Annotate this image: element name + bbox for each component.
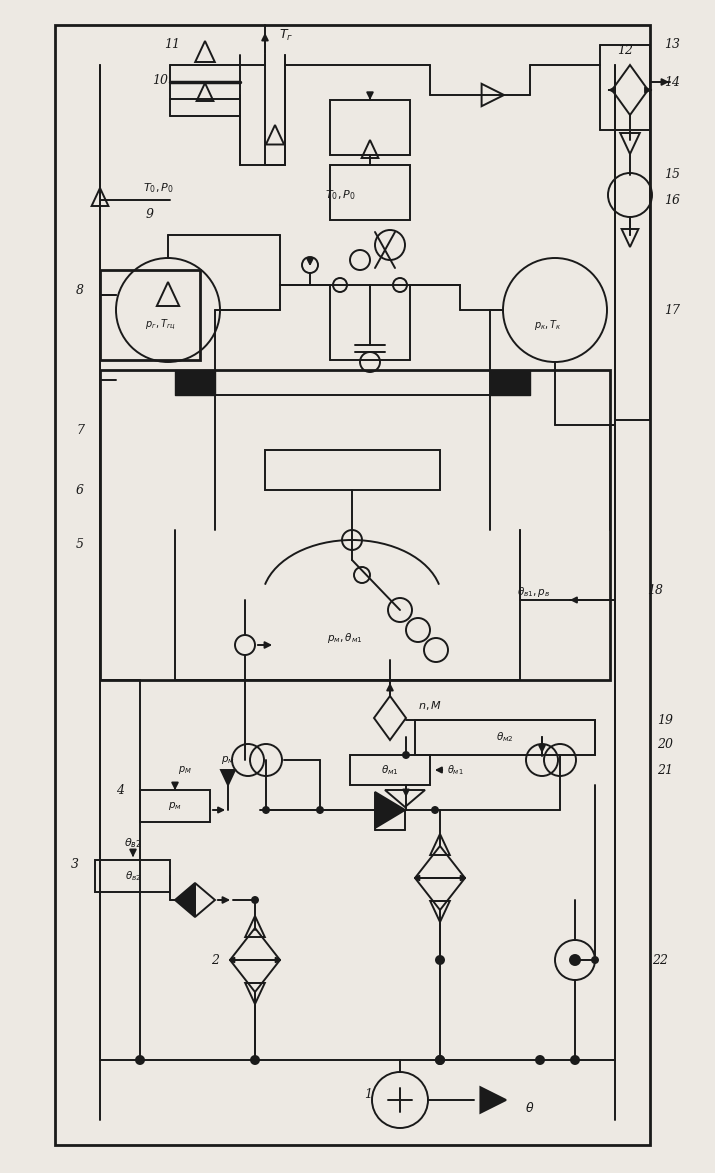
Text: 20: 20: [657, 739, 673, 752]
Circle shape: [436, 956, 444, 964]
Circle shape: [251, 1056, 259, 1064]
Circle shape: [570, 955, 580, 965]
Polygon shape: [175, 883, 195, 917]
Text: $p_к, T_к$: $p_к, T_к$: [534, 318, 562, 332]
Text: 7: 7: [76, 423, 84, 436]
Polygon shape: [480, 1087, 506, 1113]
Text: $p_г, T_{гц}$: $p_г, T_{гц}$: [144, 318, 175, 332]
Text: $p_м$: $p_м$: [221, 754, 235, 766]
Text: 21: 21: [657, 764, 673, 777]
Text: 12: 12: [617, 43, 633, 56]
Text: $T_г$: $T_г$: [279, 27, 293, 42]
Bar: [415, 720, 595, 755]
Text: 10: 10: [152, 74, 168, 87]
Text: $\theta$: $\theta$: [526, 1101, 535, 1116]
Text: $p_М$: $p_М$: [178, 764, 192, 777]
Text: 3: 3: [71, 859, 79, 872]
Text: 16: 16: [664, 194, 680, 206]
Text: $p_м, \theta_{м1}$: $p_м, \theta_{м1}$: [327, 631, 363, 645]
Circle shape: [252, 897, 258, 903]
Text: $T_0, P_0$: $T_0, P_0$: [142, 181, 174, 195]
Circle shape: [317, 807, 323, 813]
Text: 22: 22: [652, 954, 668, 967]
Polygon shape: [221, 769, 235, 785]
Bar: [330, 100, 410, 155]
Text: 19: 19: [657, 713, 673, 726]
Bar: [100, 270, 200, 360]
Circle shape: [263, 807, 269, 813]
Text: 6: 6: [76, 483, 84, 496]
Bar: [55, 25, 650, 1145]
Text: $\theta_{м1}$: $\theta_{м1}$: [447, 764, 463, 777]
Text: 14: 14: [664, 75, 680, 88]
Text: 8: 8: [76, 284, 84, 297]
Circle shape: [432, 807, 438, 813]
Text: $\theta_{в1}, p_в$: $\theta_{в1}, p_в$: [517, 585, 550, 599]
Text: 5: 5: [76, 538, 84, 551]
Text: $T_0, P_0$: $T_0, P_0$: [325, 188, 355, 202]
Text: 17: 17: [664, 304, 680, 317]
Bar: [95, 860, 170, 891]
Circle shape: [403, 752, 409, 758]
Polygon shape: [375, 792, 405, 828]
Circle shape: [536, 1056, 544, 1064]
Bar: [140, 789, 210, 822]
Circle shape: [436, 1056, 444, 1064]
Text: 13: 13: [664, 39, 680, 52]
Text: 18: 18: [647, 583, 663, 597]
Bar: [265, 450, 440, 490]
Text: $\theta_{в2}$: $\theta_{в2}$: [124, 869, 142, 883]
Text: $p_м$: $p_м$: [168, 800, 182, 812]
Text: $\theta_{в2}$: $\theta_{в2}$: [124, 836, 142, 850]
Text: 1: 1: [364, 1089, 372, 1101]
Text: 15: 15: [664, 169, 680, 182]
Circle shape: [571, 1056, 579, 1064]
Bar: [350, 755, 430, 785]
Text: 9: 9: [146, 209, 154, 222]
Text: 4: 4: [116, 784, 124, 796]
Circle shape: [592, 957, 598, 963]
Text: 11: 11: [164, 39, 180, 52]
Text: $\theta_{м2}$: $\theta_{м2}$: [496, 730, 514, 744]
Text: $\theta_{м1}$: $\theta_{м1}$: [381, 764, 399, 777]
Bar: [330, 165, 410, 221]
Text: $n, M$: $n, M$: [418, 699, 442, 712]
Bar: [100, 369, 610, 680]
Circle shape: [136, 1056, 144, 1064]
Circle shape: [436, 1056, 444, 1064]
Text: 2: 2: [211, 954, 219, 967]
